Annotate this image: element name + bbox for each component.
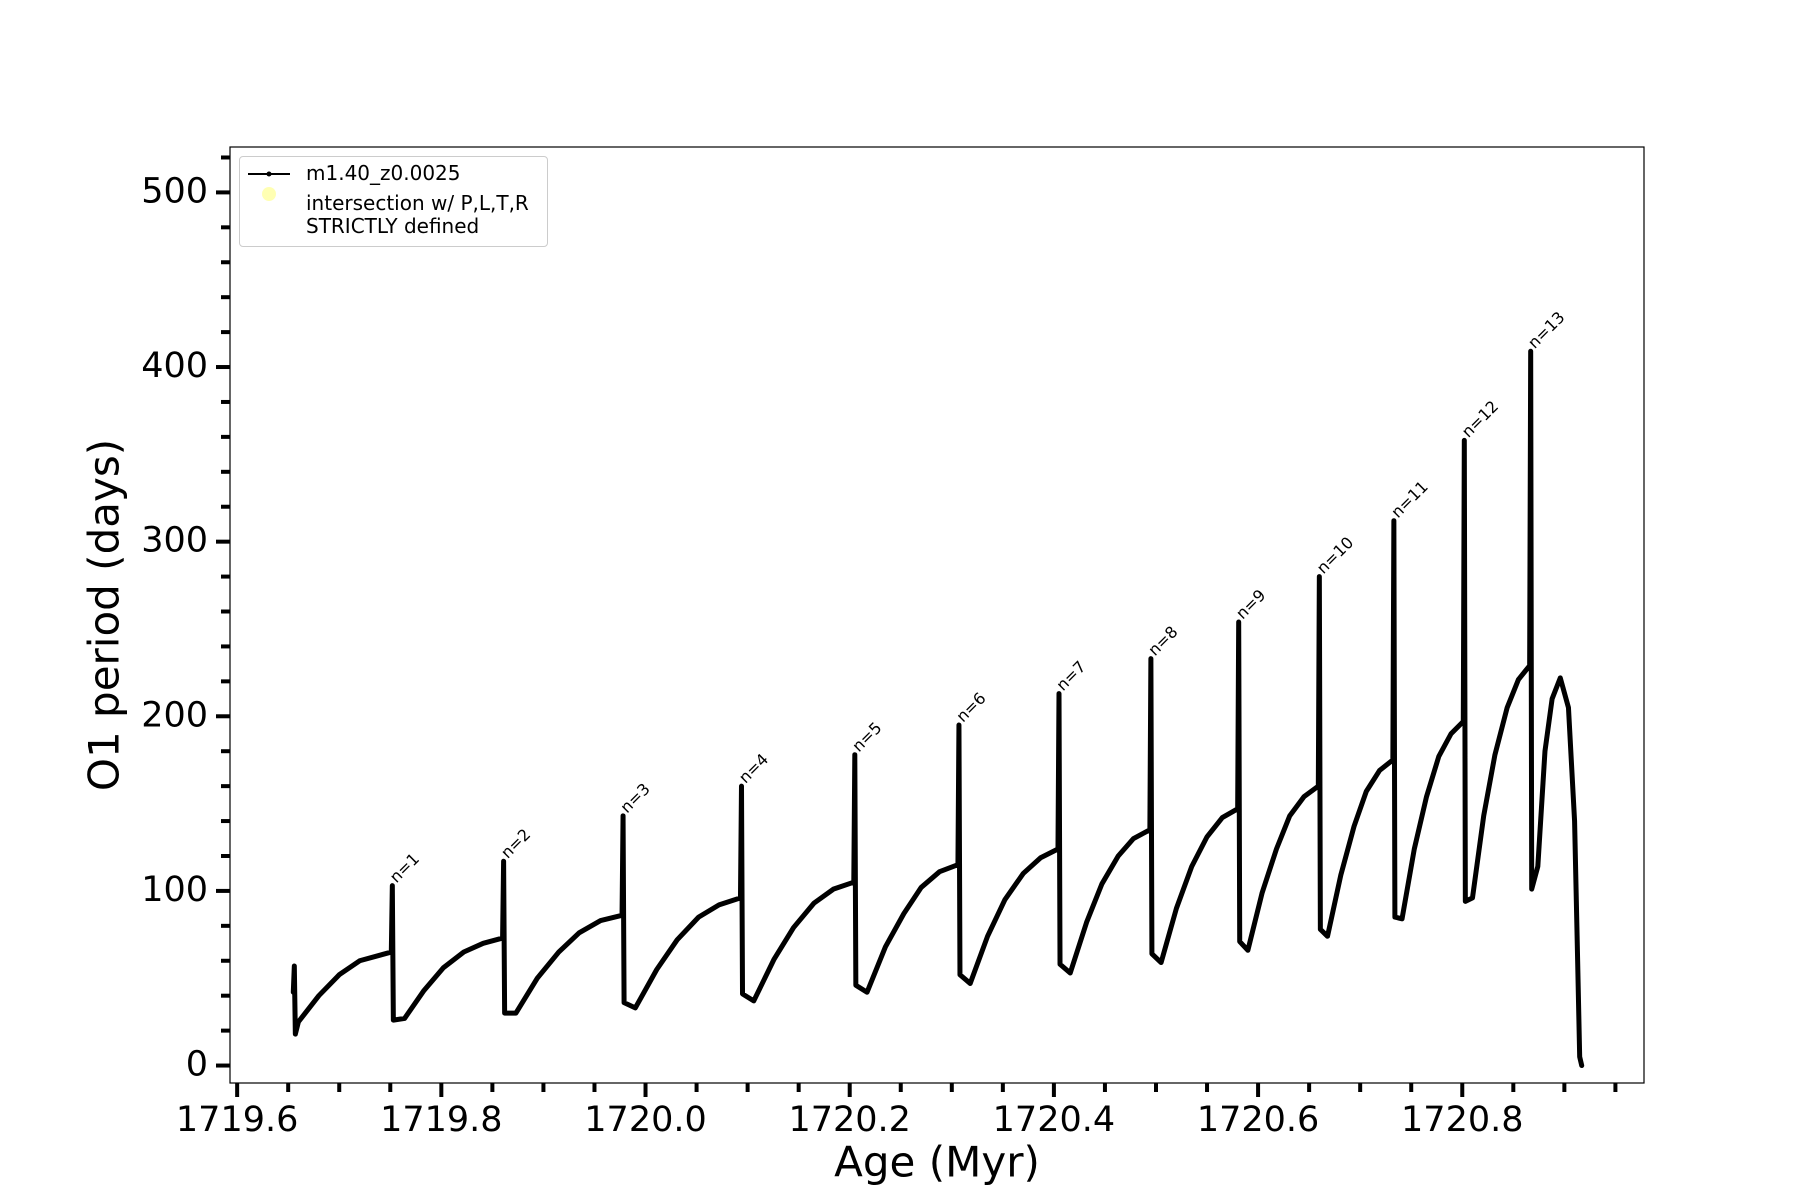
legend-label: m1.40_z0.0025 — [306, 161, 461, 185]
y-tick-label: 200 — [141, 695, 208, 735]
annotation: n=12 — [1458, 397, 1502, 441]
annotation: n=4 — [735, 750, 772, 787]
annotation: n=2 — [497, 825, 534, 862]
annotation: n=1 — [386, 849, 423, 886]
y-tick-label: 500 — [141, 171, 208, 211]
legend-scatter-key — [262, 187, 276, 201]
x-tick-label: 1719.8 — [380, 1100, 502, 1140]
y-axis-label: O1 period (days) — [80, 439, 129, 791]
x-tick-label: 1719.6 — [176, 1100, 298, 1140]
annotation: n=11 — [1387, 477, 1431, 521]
x-tick-label: 1720.0 — [584, 1100, 706, 1140]
annotation: n=10 — [1313, 533, 1357, 577]
series-line — [290, 348, 1585, 1069]
legend: m1.40_z0.0025 intersection w/ P,L,T,R ST… — [239, 156, 548, 247]
x-tick-label: 1720.2 — [788, 1100, 910, 1140]
x-tick-label: 1720.6 — [1197, 1100, 1319, 1140]
plot-frame — [229, 146, 1645, 1084]
x-tick-label: 1720.8 — [1401, 1100, 1523, 1140]
annotation: n=9 — [1232, 586, 1269, 623]
annotation: n=3 — [616, 779, 653, 816]
y-tick-label: 100 — [141, 870, 208, 910]
annotation: n=6 — [952, 689, 989, 726]
y-tick-label: 300 — [141, 521, 208, 561]
legend-label: intersection w/ P,L,T,R STRICTLY defined — [306, 191, 529, 238]
legend-line-marker — [266, 171, 272, 177]
annotation: n=7 — [1052, 657, 1089, 694]
y-tick-label: 0 — [186, 1045, 208, 1085]
y-tick-label: 400 — [141, 346, 208, 386]
annotation: n=8 — [1144, 622, 1181, 659]
annotation: n=5 — [848, 718, 885, 755]
x-axis-label: Age (Myr) — [834, 1138, 1040, 1187]
x-tick-label: 1720.4 — [993, 1100, 1115, 1140]
annotation: n=13 — [1524, 308, 1568, 352]
legend-keys — [248, 171, 290, 201]
